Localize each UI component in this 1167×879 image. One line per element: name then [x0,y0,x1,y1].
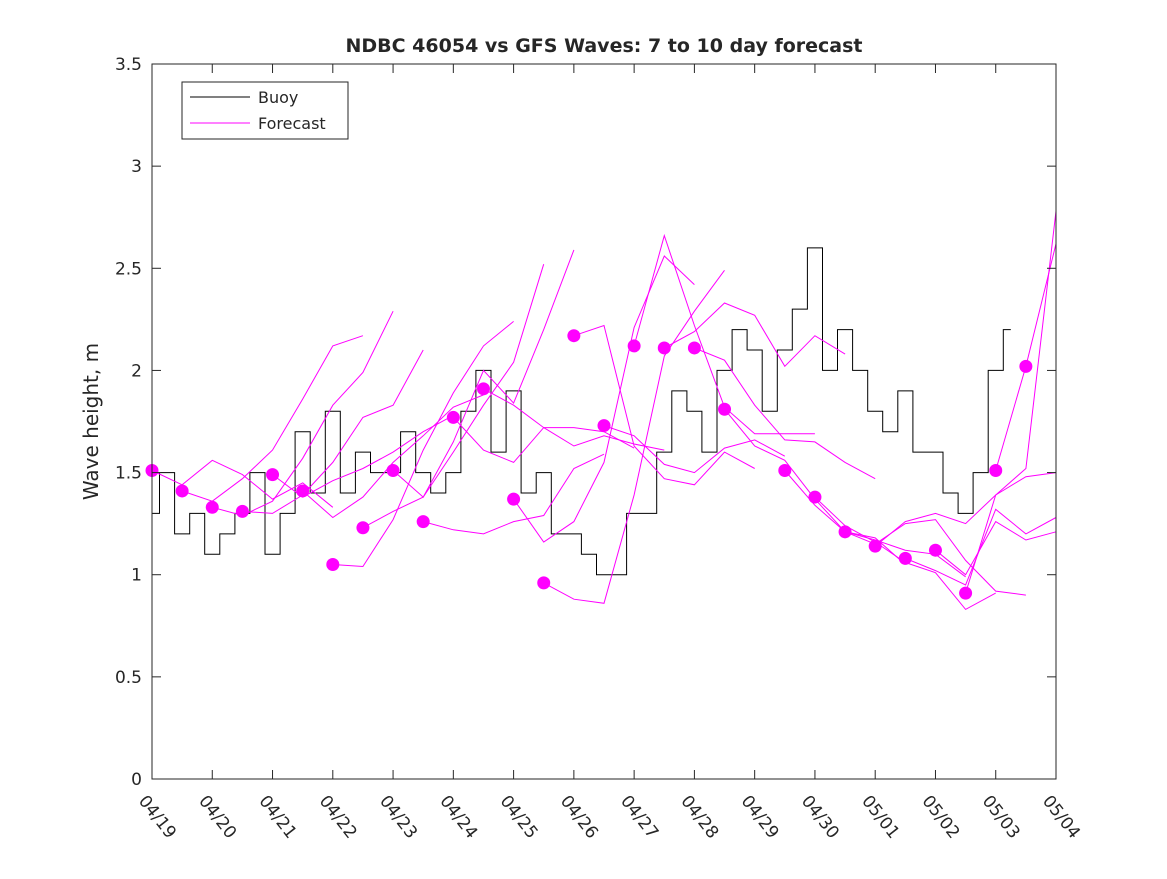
forecast-line [573,324,755,486]
forecast-marker [1019,359,1033,373]
forecast-line [362,264,545,529]
plot-frame [151,63,1057,780]
forecast-line [543,270,725,604]
forecast-marker [446,410,460,424]
forecast-line [664,302,846,368]
legend: Buoy Forecast [181,81,349,140]
forecast-marker [296,484,310,498]
forecast-marker [356,521,370,535]
forecast-marker [838,525,852,539]
forecast-marker [507,492,521,506]
forecast-line [513,255,695,543]
forecast-marker [567,329,581,343]
forecast-line [423,453,605,535]
legend-label-buoy: Buoy [258,88,298,107]
forecast-marker [808,490,822,504]
forecast-marker [386,464,400,478]
forecast-marker [627,339,641,353]
forecast-marker [597,419,611,433]
forecast-line [603,425,786,474]
legend-box [181,81,349,140]
forecast-marker [989,464,1003,478]
y-tick-label: 2.5 [115,259,142,279]
forecast-line [905,508,1057,586]
y-tick-label: 3 [131,157,142,177]
marker-layer [145,329,1033,600]
forecast-line [392,249,575,498]
y-tick-label: 1.5 [115,464,142,484]
y-axis-label: Wave height, m [79,343,103,500]
forecast-line [242,349,424,514]
forecast-marker [476,382,490,396]
buoy-line [152,247,1011,576]
forecast-line [694,347,876,480]
forecast-marker [868,539,882,553]
forecast-line [935,520,1057,576]
forecast-marker [928,543,942,557]
forecast-marker [235,504,249,518]
forecast-marker [657,341,671,355]
forecast-marker [778,464,792,478]
y-tick-label: 1 [131,566,142,586]
forecast-line [332,321,514,568]
forecast-marker [205,500,219,514]
forecast-line [874,472,1057,547]
forecast-marker [898,551,912,565]
forecast-marker [718,402,732,416]
y-tick-label: 0.5 [115,668,142,688]
forecast-marker [687,341,701,355]
forecast-marker [959,586,973,600]
forecast-line [302,394,484,519]
forecast-marker [537,576,551,590]
chart-title: NDBC 46054 vs GFS Waves: 7 to 10 day for… [345,35,862,57]
y-tick-label: 0 [131,770,142,790]
legend-label-forecast: Forecast [258,114,326,133]
y-tick-label: 3.5 [115,55,142,75]
forecast-marker [175,484,189,498]
forecast-marker [326,558,340,571]
y-tick-label: 2 [131,361,142,381]
forecast-line [965,211,1057,594]
forecast-marker [266,468,280,482]
forecast-marker [416,515,430,529]
